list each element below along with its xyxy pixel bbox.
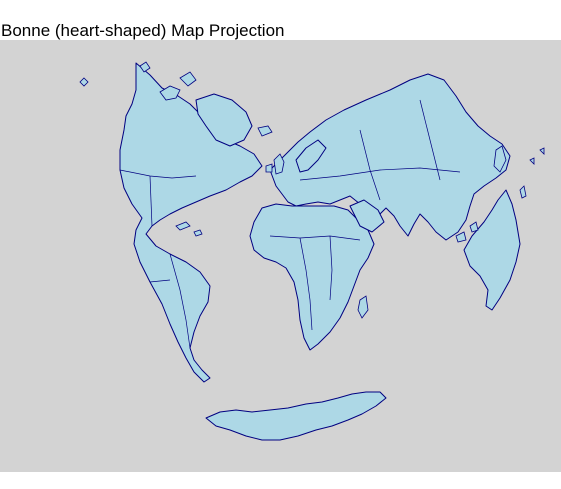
eurasia-landmass (269, 73, 511, 241)
arctic-island (159, 85, 181, 101)
arctic-island (79, 77, 89, 87)
iceland (257, 125, 273, 137)
scandinavia (295, 139, 327, 173)
indonesia (455, 231, 467, 243)
greenland (195, 93, 253, 147)
arabian-peninsula (349, 199, 385, 233)
new-zealand (519, 185, 527, 199)
pacific-island (529, 157, 535, 165)
japan (493, 145, 507, 173)
antarctica (205, 391, 387, 441)
plot-title: Bonne (heart-shaped) Map Projection (1, 21, 285, 40)
africa (249, 203, 375, 351)
arctic-island (179, 71, 197, 87)
caribbean-island (175, 221, 191, 231)
ireland (265, 163, 273, 173)
indonesia (469, 221, 479, 233)
australia-arc (463, 189, 521, 311)
madagascar (357, 295, 369, 319)
arctic-island (139, 61, 151, 73)
pacific-island (539, 147, 545, 155)
caribbean-island (193, 229, 203, 237)
great-britain (273, 153, 285, 175)
